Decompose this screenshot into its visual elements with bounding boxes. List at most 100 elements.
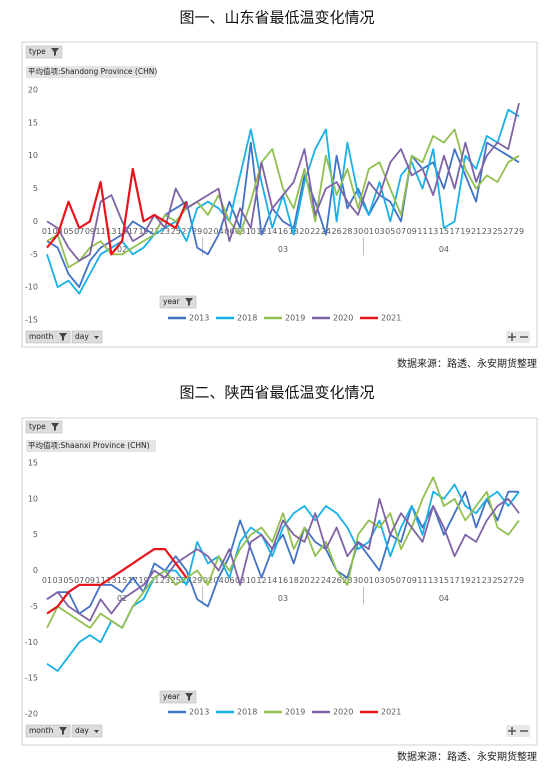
x-tick-label: 02 <box>203 576 213 585</box>
x-tick-label: 19 <box>138 576 148 585</box>
x-tick-label: 13 <box>106 227 116 236</box>
x-tick-label: 15 <box>117 576 127 585</box>
x-tick-label: 20 <box>299 576 309 585</box>
value-field-box <box>26 440 156 452</box>
x-tick-label: 29 <box>192 576 202 585</box>
x-tick-label: 05 <box>63 227 73 236</box>
x-tick-label: 14 <box>267 576 277 585</box>
x-tick-label: 21 <box>471 576 481 585</box>
x-tick-label: 19 <box>460 576 470 585</box>
x-tick-label: 19 <box>138 227 148 236</box>
x-tick-label: 27 <box>503 576 513 585</box>
x-tick-label: 01 <box>42 576 52 585</box>
series-line <box>46 102 520 262</box>
x-tick-label: 29 <box>514 227 524 236</box>
x-tick-label: 18 <box>289 576 299 585</box>
x-tick-label: 05 <box>385 227 395 236</box>
x-tick-label: 17 <box>450 227 460 236</box>
legend-label: 2021 <box>381 314 401 323</box>
x-tick-label: 30 <box>353 227 363 236</box>
filter-button <box>71 724 103 738</box>
value-field: 平均值项:Shaanxi Province (CHN) <box>28 440 150 450</box>
x-tick-label: 07 <box>396 227 406 236</box>
x-tick-label: 14 <box>267 227 277 236</box>
x-tick-label: 11 <box>417 227 427 236</box>
series-line <box>46 498 520 622</box>
x-tick-label: 30 <box>353 576 363 585</box>
x-tick-label: 23 <box>160 227 170 236</box>
x-tick-label: 01 <box>364 227 374 236</box>
x-tick-label: 28 <box>342 227 352 236</box>
x-tick-label: 06 <box>224 227 234 236</box>
source-note: 数据来源：路透、永安期货整理 <box>397 750 537 763</box>
month-label: 03 <box>278 594 288 603</box>
x-tick-label: 16 <box>278 576 288 585</box>
legend-label: 2013 <box>189 314 209 323</box>
x-tick-label: 01 <box>42 227 52 236</box>
filter-button <box>25 724 71 738</box>
expand-icon <box>508 727 516 735</box>
y-tick-label: -10 <box>25 638 38 647</box>
x-tick-label: 07 <box>74 576 84 585</box>
series-line <box>46 167 188 256</box>
x-tick-label: 25 <box>171 576 181 585</box>
x-tick-label: 23 <box>160 576 170 585</box>
x-tick-label: 08 <box>235 576 245 585</box>
y-tick-label: -20 <box>25 710 38 719</box>
series-line <box>46 128 520 269</box>
x-tick-label: 21 <box>149 227 159 236</box>
x-tick-label: 03 <box>374 576 384 585</box>
x-tick-label: 12 <box>256 576 266 585</box>
x-tick-label: 13 <box>428 576 438 585</box>
x-tick-label: 03 <box>374 227 384 236</box>
y-tick-label: 10 <box>28 494 38 503</box>
x-tick-label: 10 <box>246 576 256 585</box>
x-tick-label: 07 <box>74 227 84 236</box>
expand-icon <box>508 333 516 341</box>
x-tick-label: 24 <box>321 576 331 585</box>
x-tick-label: 13 <box>428 227 438 236</box>
x-tick-label: 09 <box>85 576 95 585</box>
x-tick-label: 07 <box>396 576 406 585</box>
x-tick-label: 10 <box>246 227 256 236</box>
y-tick-label: 20 <box>28 86 38 95</box>
x-tick-label: 11 <box>96 576 106 585</box>
x-tick-label: 01 <box>364 576 374 585</box>
filter-button <box>25 330 71 344</box>
chart-frame <box>21 417 538 746</box>
y-tick-label: -5 <box>30 602 38 611</box>
x-tick-label: 26 <box>332 227 342 236</box>
x-tick-label: 09 <box>407 576 417 585</box>
x-tick-label: 25 <box>492 227 502 236</box>
dropdown-icon <box>94 336 99 339</box>
chart-frame <box>21 41 538 348</box>
filter-label: month <box>29 332 54 341</box>
filter-label: day <box>75 332 89 341</box>
source-note: 数据来源：路透、永安期货整理 <box>397 357 537 370</box>
value-field: 平均值项:Shandong Province (CHN) <box>28 66 157 76</box>
legend-label: 2019 <box>285 314 305 323</box>
legend-label: 2020 <box>333 314 353 323</box>
x-tick-label: 25 <box>492 576 502 585</box>
chart-title: 图二、陕西省最低温变化情况 <box>179 384 374 402</box>
x-tick-label: 28 <box>342 576 352 585</box>
x-tick-label: 20 <box>299 227 309 236</box>
x-tick-label: 22 <box>310 227 320 236</box>
legend-label: 2019 <box>285 708 305 717</box>
x-tick-label: 23 <box>482 576 492 585</box>
x-tick-label: 23 <box>482 227 492 236</box>
filter-icon <box>185 298 193 306</box>
legend-label: 2021 <box>381 708 401 717</box>
y-tick-label: 5 <box>33 184 38 193</box>
x-tick-label: 15 <box>439 576 449 585</box>
y-tick-label: 15 <box>28 118 38 127</box>
y-tick-label: -15 <box>25 316 38 325</box>
x-tick-label: 27 <box>503 227 513 236</box>
x-tick-label: 21 <box>471 227 481 236</box>
x-tick-label: 05 <box>385 576 395 585</box>
legend-label: 2013 <box>189 708 209 717</box>
filter-label: day <box>75 726 89 735</box>
x-tick-label: 17 <box>128 227 138 236</box>
month-label: 02 <box>117 245 127 254</box>
